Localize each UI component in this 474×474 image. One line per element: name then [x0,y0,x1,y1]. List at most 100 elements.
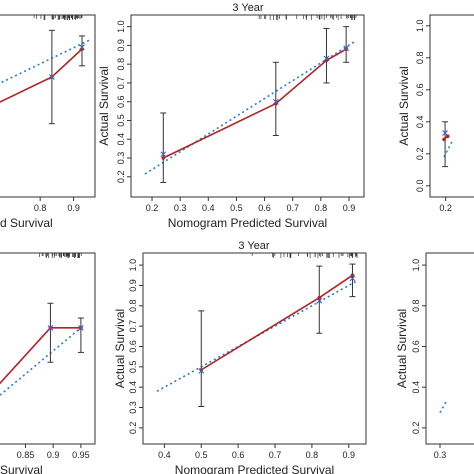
x-tick-label: 0.5 [230,203,243,213]
y-tick: 1.0 [116,20,131,33]
x-tick: 0.6 [232,444,245,460]
x-tick: 0.95 [72,444,90,460]
y-tick: 1.0 [411,259,426,272]
plot-frame [0,14,96,198]
x-tick: 0.3 [174,197,187,213]
x-tick: 0.2 [146,197,159,213]
x-tick-label: 0.7 [269,450,282,460]
observed-point [442,137,446,142]
x-tick-label: 0.4 [202,203,215,213]
panel-top-left: 0.8 0.9 d Survival [0,14,96,230]
error-bar [79,35,85,67]
y-tick-label: 0.7 [128,320,138,333]
rug-marks [39,253,82,258]
plot-frame [425,252,474,445]
y-tick: 0.3 [116,152,131,165]
x-tick-label: 0.2 [146,203,159,213]
y-tick: 0.8 [415,52,430,65]
bootstrap-marker [78,324,84,331]
x-tick: 0.8 [315,197,327,213]
x-tick: 0.9 [67,197,80,213]
plot-frame [429,14,474,198]
y-tick: 0.8 [411,300,426,313]
y-tick: 0.6 [415,84,430,96]
error-bar [47,302,54,363]
bootstrap-marker [442,130,448,136]
error-bar [272,61,279,137]
x-tick-label: 0.9 [47,450,60,460]
y-tick-label: 0.7 [116,77,126,90]
ideal-reference-line [439,401,447,413]
y-tick: 0.6 [116,95,131,108]
x-tick-label: 0.3 [174,203,187,213]
x-tick-label: 0.9 [67,203,80,213]
bootstrap-marker [349,275,356,282]
y-tick-label: 0.9 [116,39,126,52]
observed-calibration-line [162,48,347,159]
bootstrap-marker [343,45,350,52]
bootstrap-marker [198,368,205,374]
bootstrap-marker [160,151,167,158]
x-tick: 0.4 [202,197,215,213]
y-tick: 0.3 [128,401,143,414]
y-tick-label: 1.0 [411,259,421,272]
x-axis-title: Survival [0,463,43,474]
x-tick-label: 0.3 [434,450,447,460]
x-axis-title: Nomogram Predicted Survival [175,463,334,474]
ideal-reference-line [0,38,91,85]
x-tick: 0.9 [343,197,356,213]
y-tick-label: 0.3 [128,401,138,414]
y-tick-label: 0.3 [116,152,126,165]
x-tick-label: 0.4 [158,450,171,460]
x-tick-label: 0.8 [34,203,47,213]
x-tick: 0.85 [17,444,35,460]
y-tick-label: 0.8 [411,300,421,313]
y-tick-label: 0.4 [411,381,421,394]
panel-bottom-right: 0.3 0.2 0.4 0.6 0.8 1.0 Actual Survival [395,252,474,460]
y-tick-label: 0.2 [116,171,126,184]
x-tick: 0.4 [158,444,171,460]
error-bar [316,265,323,334]
x-tick: 0.5 [195,444,208,460]
bootstrap-marker [316,297,323,304]
y-tick-label: 0.2 [415,148,425,161]
panel-title: 3 Year [232,2,264,14]
rug-marks [251,253,358,258]
observed-calibration-line [0,327,81,385]
y-tick-label: 0.8 [415,52,425,65]
bootstrap-marker [48,74,55,80]
y-tick-label: 0.6 [128,340,138,353]
y-tick: 0.6 [411,340,426,353]
x-tick-label: 0.9 [343,203,356,213]
y-tick-label: 0.4 [116,133,126,146]
x-tick-label: 0.8 [306,450,319,460]
y-axis-title: Actual Survival [113,309,127,388]
y-tick: 0.2 [411,422,426,434]
y-tick-label: 0.6 [116,95,126,108]
y-tick: 0.2 [128,422,143,434]
x-tick-label: 0.9 [343,450,356,460]
y-tick: 0.9 [128,279,143,292]
error-bar [77,317,84,353]
x-tick-label: 0.95 [72,450,90,460]
y-tick-label: 1.0 [415,20,425,33]
y-axis-title: Actual Survival [397,66,411,145]
observed-point [199,368,204,372]
observed-point [350,273,355,278]
panel-top-right: 0.2 0.0 0.2 0.4 0.6 0.8 1.0 Actual Survival [397,14,474,213]
x-tick-label: 0.85 [17,450,35,460]
x-tick: 0.5 [230,197,243,213]
y-tick-label: 0.0 [415,180,425,193]
y-axis-title: Actual Survival [395,309,409,388]
y-tick: 0.4 [411,381,426,394]
y-tick: 0.5 [128,361,143,373]
x-tick: 0.3 [434,444,447,460]
y-tick-label: 1.0 [128,259,138,272]
plot-frame [0,252,96,445]
bootstrap-marker [79,44,85,51]
y-tick: 0.4 [415,116,430,128]
y-tick-label: 0.6 [411,340,421,353]
x-tick-label: 0.6 [232,450,245,460]
rug-marks [33,15,83,20]
